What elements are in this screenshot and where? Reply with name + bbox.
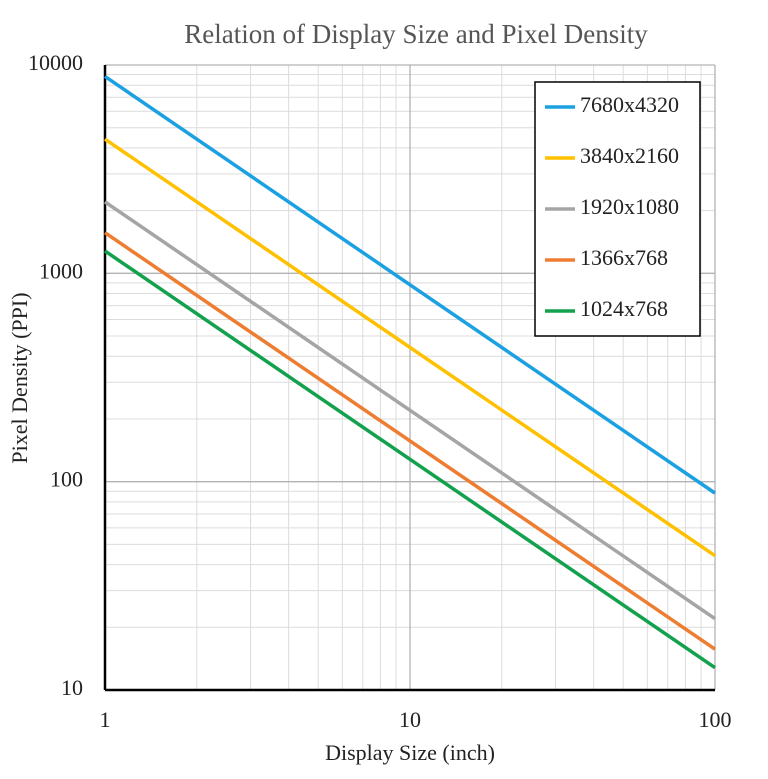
y-tick-label: 100 [50,467,83,492]
x-tick-label: 100 [699,707,732,732]
legend-label: 1366x768 [580,245,668,270]
series-line [104,249,716,670]
y-axis-label: Pixel Density (PPI) [7,292,32,463]
x-tick-label: 10 [399,707,421,732]
series-line [104,200,716,621]
series-line [104,231,716,651]
legend-label: 7680x4320 [580,92,679,117]
legend-label: 1024x768 [580,296,668,321]
y-tick-label: 10 [61,675,83,700]
x-axis-label: Display Size (inch) [325,740,495,765]
legend-label: 3840x2160 [580,143,679,168]
y-tick-label: 10000 [28,50,83,75]
x-tick-label: 1 [100,707,111,732]
chart-title: Relation of Display Size and Pixel Densi… [184,19,648,49]
y-tick-label: 1000 [39,258,83,283]
legend-label: 1920x1080 [580,194,679,219]
series-line [104,137,716,558]
series-line [104,75,716,495]
